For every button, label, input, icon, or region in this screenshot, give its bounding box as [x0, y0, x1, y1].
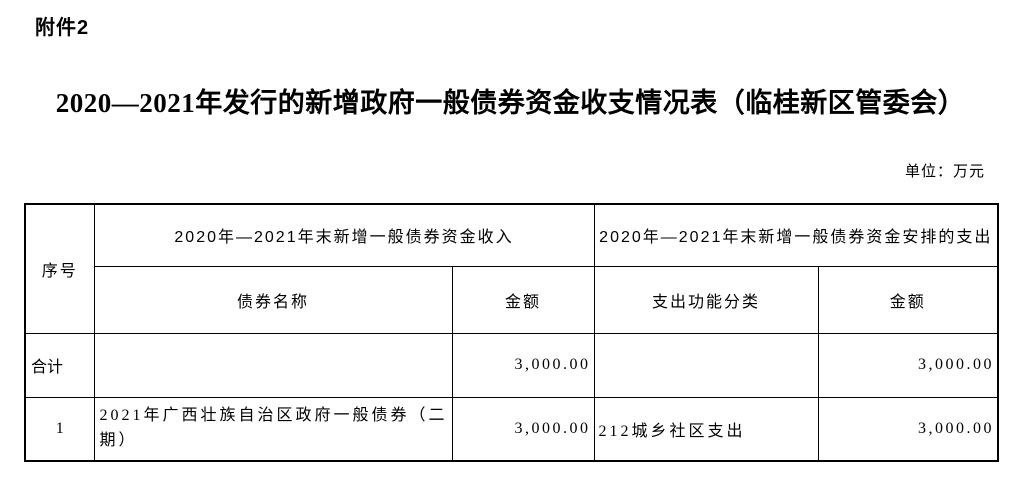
cell-seq: 合计 — [24, 332, 95, 398]
header-income-group: 2020年—2021年末新增一般债券资金收入 — [93, 203, 595, 267]
table-row: 1 2021年广西壮族自治区政府一般债券（二期） 3,000.00 212城乡社… — [24, 396, 999, 462]
header-income-amount: 金额 — [451, 265, 595, 334]
page-title: 2020—2021年发行的新增政府一般债券资金收支情况表（临桂新区管委会） — [55, 88, 966, 118]
attachment-label: 附件2 — [35, 17, 90, 39]
cell-expenditure-amount: 3,000.00 — [817, 396, 999, 462]
header-seq: 序号 — [24, 203, 95, 334]
cell-bond-name — [93, 332, 453, 398]
unit-note: 单位：万元 — [904, 164, 985, 180]
header-expenditure-amount: 金额 — [817, 265, 999, 334]
table-header-sub-row: 债券名称 金额 支出功能分类 金额 — [25, 265, 999, 334]
cell-expenditure-function — [593, 332, 819, 398]
bond-funds-table: 序号 2020年—2021年末新增一般债券资金收入 2020年—2021年末新增… — [24, 203, 1000, 462]
header-expenditure-group: 2020年—2021年末新增一般债券资金安排的支出 — [593, 203, 999, 267]
table-row-total: 合计 3,000.00 3,000.00 — [24, 332, 999, 398]
header-bond-name: 债券名称 — [93, 265, 453, 334]
cell-income-amount: 3,000.00 — [451, 396, 595, 462]
header-expenditure-function: 支出功能分类 — [593, 265, 819, 334]
table-header-group-row: 序号 2020年—2021年末新增一般债券资金收入 2020年—2021年末新增… — [24, 203, 999, 334]
cell-seq: 1 — [24, 396, 95, 462]
cell-income-amount: 3,000.00 — [451, 332, 595, 398]
cell-bond-name: 2021年广西壮族自治区政府一般债券（二期） — [93, 396, 453, 462]
cell-expenditure-amount: 3,000.00 — [817, 332, 999, 398]
cell-expenditure-function: 212城乡社区支出 — [593, 396, 819, 462]
